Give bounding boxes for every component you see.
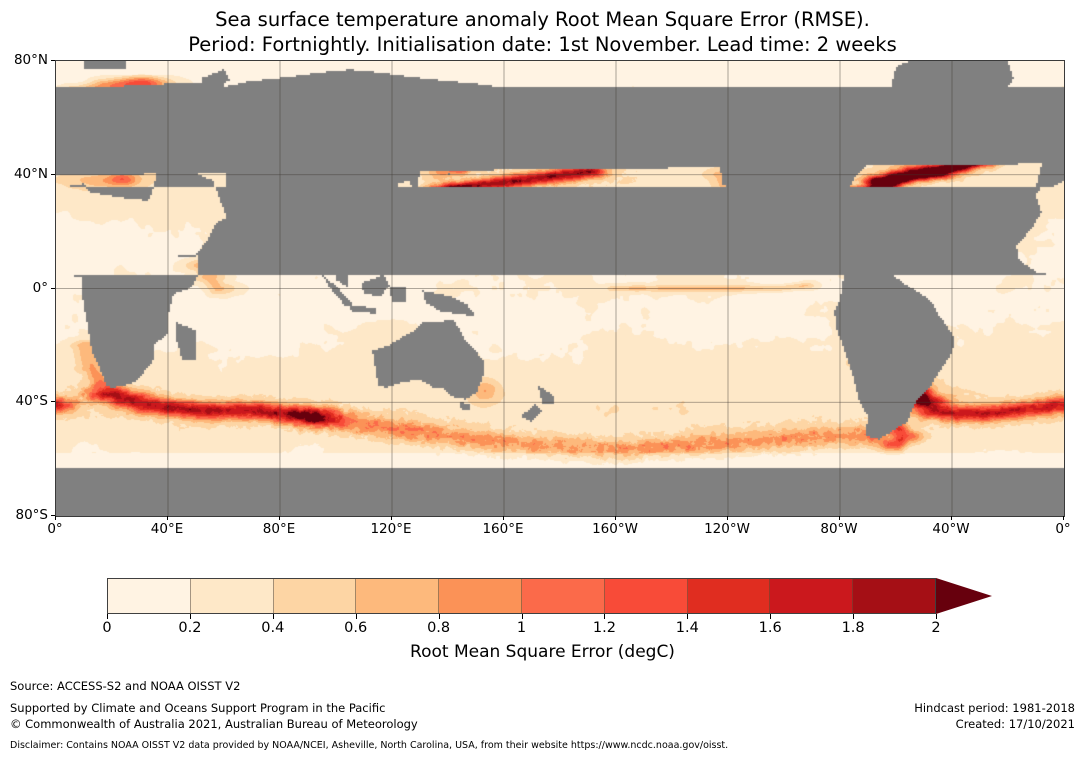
x-tick-label: 40°W [932, 521, 970, 537]
colorbar-tick-label: 0.6 [344, 620, 368, 636]
colorbar-tickmark [604, 614, 606, 619]
y-tick-label: 0° [32, 279, 48, 296]
footer-source: Source: ACCESS-S2 and NOAA OISST V2 [10, 679, 241, 693]
sst-rmse-heatmap-canvas [56, 61, 1064, 516]
colorbar-tick-label: 1 [516, 620, 527, 636]
x-tick-label: 80°E [262, 521, 296, 537]
colorbar-band-1 [190, 579, 274, 613]
footer-support: Supported by Climate and Oceans Support … [10, 700, 418, 733]
created-date: Created: 17/10/2021 [955, 717, 1075, 732]
colorbar-tick-label: 1.2 [592, 620, 616, 636]
x-tickmark [55, 516, 56, 520]
x-tick-label: 160°W [592, 521, 638, 537]
colorbar-tick-label: 1.8 [841, 620, 865, 636]
colorbar-bands [107, 578, 936, 614]
colorbar-band-8 [770, 579, 854, 613]
hindcast-period: Hindcast period: 1981-2018 [914, 701, 1075, 715]
colorbar-band-4 [439, 579, 522, 613]
x-tickmark [727, 516, 728, 520]
colorbar-band-0 [108, 579, 191, 613]
colorbar: 0 0.2 0.4 0.6 0.8 1 1.2 1.4 1.6 1.8 2 Root Mean Sq… [0, 566, 1085, 666]
world-map-plot [55, 60, 1065, 517]
x-tickmark [1063, 516, 1064, 520]
x-tickmark [503, 516, 504, 520]
x-tick-label: 120°E [370, 521, 412, 537]
x-tick-label: 80°W [820, 521, 858, 537]
y-tickmark [51, 287, 55, 289]
colorbar-tickmark [853, 614, 855, 619]
colorbar-tick-label: 0 [102, 620, 112, 636]
colorbar-band-6 [604, 579, 688, 613]
colorbar-tickmark [355, 614, 357, 619]
title-line-1: Sea surface temperature anomaly Root Mea… [215, 8, 870, 31]
colorbar-tick-label: 0.4 [261, 620, 285, 636]
colorbar-tick-label: 1.6 [758, 620, 782, 636]
colorbar-band-7 [687, 579, 771, 613]
colorbar-tickmark [438, 614, 440, 619]
x-tickmark [615, 516, 616, 520]
x-tick-label: 160°E [482, 521, 524, 537]
colorbar-tickmark [272, 614, 274, 619]
y-tickmark [51, 401, 55, 403]
colorbar-tickmark [936, 614, 937, 619]
footer-support-line1: Supported by Climate and Oceans Support … [10, 701, 386, 715]
x-tick-label: 40°E [150, 521, 184, 537]
chart-title: Sea surface temperature anomaly Root Mea… [0, 8, 1085, 58]
y-tickmark [51, 60, 55, 61]
x-tick-label: 120°W [704, 521, 750, 537]
colorbar-tickmark [189, 614, 191, 619]
x-tickmark [951, 516, 952, 520]
y-tick-label: 40°S [15, 393, 49, 410]
y-tick-label: 80°N [13, 52, 48, 68]
colorbar-tickmark [687, 614, 689, 619]
colorbar-label: Root Mean Square Error (degC) [410, 642, 675, 662]
x-tick-label: 0° [1055, 521, 1071, 537]
y-tick-label: 40°N [13, 165, 48, 182]
footer-disclaimer: Disclaimer: Contains NOAA OISST V2 data … [10, 740, 729, 751]
colorbar-band-2 [273, 579, 357, 613]
footer-copyright: © Commonwealth of Australia 2021, Austra… [10, 717, 418, 732]
colorbar-tickmark [521, 614, 523, 619]
colorbar-extend-arrow [936, 578, 992, 614]
colorbar-tickmark [107, 614, 108, 619]
x-tickmark [167, 516, 168, 520]
colorbar-band-9 [853, 579, 935, 613]
colorbar-tick-label: 0.8 [427, 620, 451, 636]
x-tickmark [839, 516, 840, 520]
y-tick-label: 80°S [15, 507, 49, 523]
x-tickmark [391, 516, 392, 520]
title-line-2: Period: Fortnightly. Initialisation date… [188, 32, 897, 56]
colorbar-tick-label: 1.4 [675, 620, 699, 636]
colorbar-tick-label: 2 [931, 620, 941, 636]
x-tickmark [279, 516, 280, 520]
y-tickmark [51, 173, 55, 175]
colorbar-band-3 [356, 579, 440, 613]
colorbar-tickmark [770, 614, 772, 619]
footer-metadata: Hindcast period: 1981-2018 Created: 17/1… [914, 700, 1075, 733]
y-tickmark [51, 515, 55, 516]
colorbar-tick-label: 0.2 [178, 620, 202, 636]
colorbar-band-5 [521, 579, 605, 613]
x-tick-label: 0° [47, 521, 63, 537]
